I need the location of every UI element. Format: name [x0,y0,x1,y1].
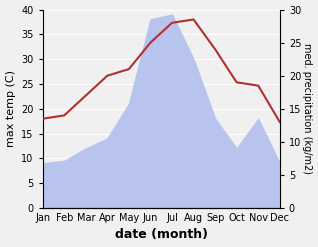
Y-axis label: max temp (C): max temp (C) [5,70,16,147]
X-axis label: date (month): date (month) [115,228,208,242]
Y-axis label: med. precipitation (kg/m2): med. precipitation (kg/m2) [302,43,313,174]
